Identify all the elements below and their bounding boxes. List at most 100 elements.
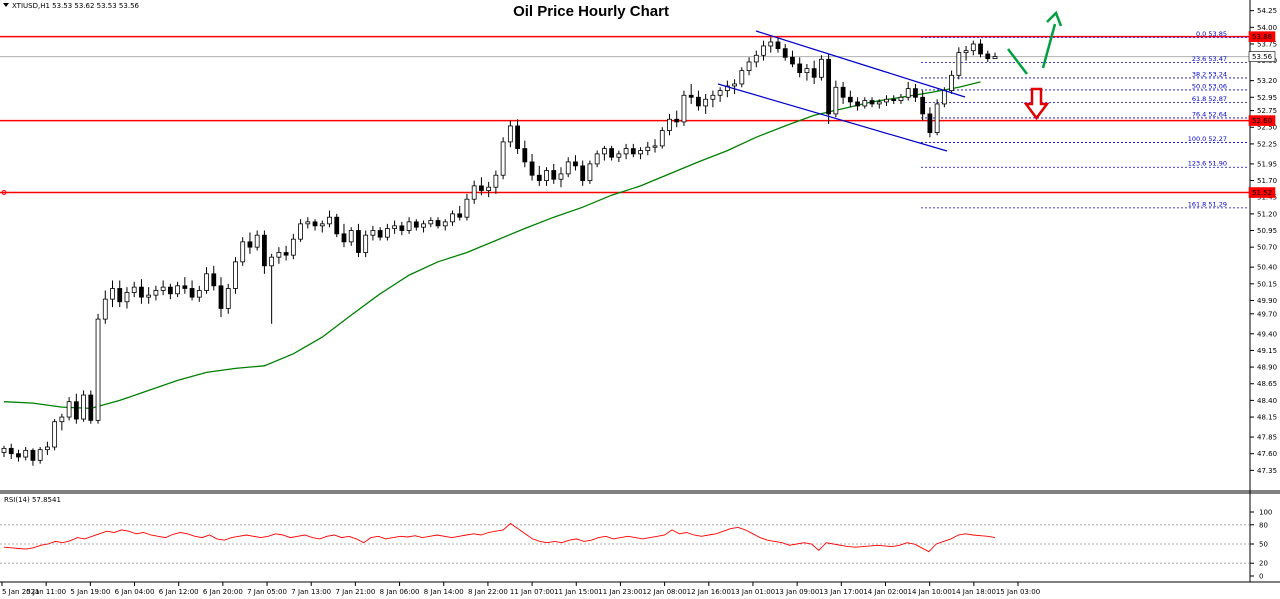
candle-body <box>450 213 455 223</box>
candle-body <box>927 113 933 133</box>
candle-body <box>486 186 492 191</box>
candle-body <box>753 54 759 63</box>
fib-level-label: 161.8 51.29 <box>1188 200 1227 208</box>
time-tick-label: 12 Jan 08:00 <box>642 588 686 596</box>
price-tick-label: 48.40 <box>1257 397 1277 405</box>
candle-body <box>696 96 701 107</box>
time-tick-label: 7 Jan 21:00 <box>335 588 375 596</box>
time-tick-label: 7 Jan 05:00 <box>247 588 287 596</box>
price-tick-label: 48.90 <box>1257 364 1277 372</box>
candle-body <box>319 223 325 227</box>
candle-body <box>406 221 412 231</box>
candle-body <box>623 148 629 155</box>
price-tick-label: 50.95 <box>1257 227 1277 235</box>
candle-body <box>16 453 21 458</box>
fib-level-label: 61.8 52.87 <box>1192 95 1227 103</box>
chart-menu-icon[interactable] <box>3 3 9 7</box>
candle-body <box>638 150 643 155</box>
price-tick-label: 52.50 <box>1257 124 1277 132</box>
candle-body <box>167 286 173 295</box>
annotation-arrows <box>1007 10 1063 121</box>
level-anchor-dot <box>1 190 7 196</box>
candle-body <box>790 56 795 65</box>
candle-body <box>254 234 260 248</box>
candle-body <box>59 416 65 423</box>
time-tick-label: 5 Jan 19:00 <box>70 588 110 596</box>
bearish-arrow <box>1023 87 1050 121</box>
candle-body <box>95 318 101 421</box>
candle-body <box>377 230 383 238</box>
candle-body <box>529 161 535 176</box>
candle-body <box>949 74 954 92</box>
fib-level-label: 23.6 53.47 <box>1192 55 1227 63</box>
descending-channel <box>717 30 966 152</box>
price-tick-label: 51.20 <box>1257 210 1277 218</box>
candle-body <box>131 286 137 293</box>
candle-body <box>913 88 918 98</box>
candle-body <box>240 241 246 263</box>
candle-body <box>247 241 253 248</box>
candle-body <box>262 234 267 267</box>
candle-body <box>81 394 86 420</box>
price-marker-box <box>1248 187 1276 198</box>
candle-body <box>601 148 607 155</box>
price-tick-label: 47.85 <box>1257 434 1277 442</box>
candle-body <box>442 221 448 227</box>
rsi-line <box>3 522 996 553</box>
candle-body <box>457 213 463 218</box>
candle-body <box>124 292 130 303</box>
candle-body <box>204 273 209 291</box>
candle-body <box>370 230 376 236</box>
candle-body <box>175 285 180 295</box>
candle-body <box>117 288 123 303</box>
price-tick-label: 47.60 <box>1257 450 1277 458</box>
price-axis: 54.2554.0053.7553.5053.2052.9552.7552.50… <box>1250 7 1277 475</box>
candle-body <box>146 294 152 298</box>
rsi-tick-label: 20 <box>1259 560 1268 568</box>
price-tick-label: 49.15 <box>1257 347 1277 355</box>
time-tick-label: 11 Jan 07:00 <box>510 588 554 596</box>
time-tick-label: 14 Jan 18:00 <box>952 588 996 596</box>
candle-body <box>840 86 846 98</box>
candle-body <box>934 103 940 133</box>
rsi-tick-label: 100 <box>1259 509 1272 517</box>
price-tick-label: 54.25 <box>1257 7 1277 15</box>
candle-body <box>782 48 788 58</box>
candle-body <box>826 58 832 115</box>
candle-body <box>688 94 694 98</box>
fibonacci-levels: 0.0 53.85 23.6 53.47 38.2 53.24 50.0 53.06 6… <box>921 30 1248 208</box>
candle-body <box>110 288 115 300</box>
rsi-tick-label: 50 <box>1259 541 1268 549</box>
candle-body <box>956 52 962 76</box>
price-marker-label: 53.86 <box>1252 33 1273 41</box>
candle-body <box>290 238 296 256</box>
candle-body <box>189 288 195 298</box>
candle-body <box>500 141 506 176</box>
candle-body <box>847 96 853 103</box>
candle-body <box>963 50 969 54</box>
candle-body <box>876 101 882 105</box>
candle-body <box>659 130 665 147</box>
price-marker-label: 53.56 <box>1252 53 1273 61</box>
chart-title: Oil Price Hourly Chart <box>513 3 669 20</box>
fib-level-label: 123.6 51.90 <box>1188 160 1227 168</box>
candle-body <box>160 286 166 291</box>
candle-body <box>920 96 926 115</box>
channel-upper-line <box>755 30 966 98</box>
price-markers: 53.86 53.56 52.60 51.52 <box>1248 31 1276 198</box>
candle-body <box>8 447 14 455</box>
fib-level-label: 50.0 53.06 <box>1192 82 1227 90</box>
bullish-arrow-shaft <box>1041 23 1057 69</box>
candle-body <box>52 421 58 448</box>
price-tick-label: 49.70 <box>1257 310 1277 318</box>
fib-level-label: 100.0 52.27 <box>1188 135 1227 143</box>
candle-body <box>717 90 723 96</box>
time-tick-label: 5 Jan 11:00 <box>26 588 66 596</box>
bullish-arrow-stem <box>1007 48 1028 75</box>
candle-body <box>435 220 441 227</box>
price-marker-box <box>1248 31 1276 42</box>
candle-body <box>471 185 477 200</box>
price-marker-label: 52.60 <box>1252 117 1272 125</box>
rsi-tick-label: 0 <box>1259 573 1263 581</box>
time-tick-label: 11 Jan 23:00 <box>598 588 642 596</box>
